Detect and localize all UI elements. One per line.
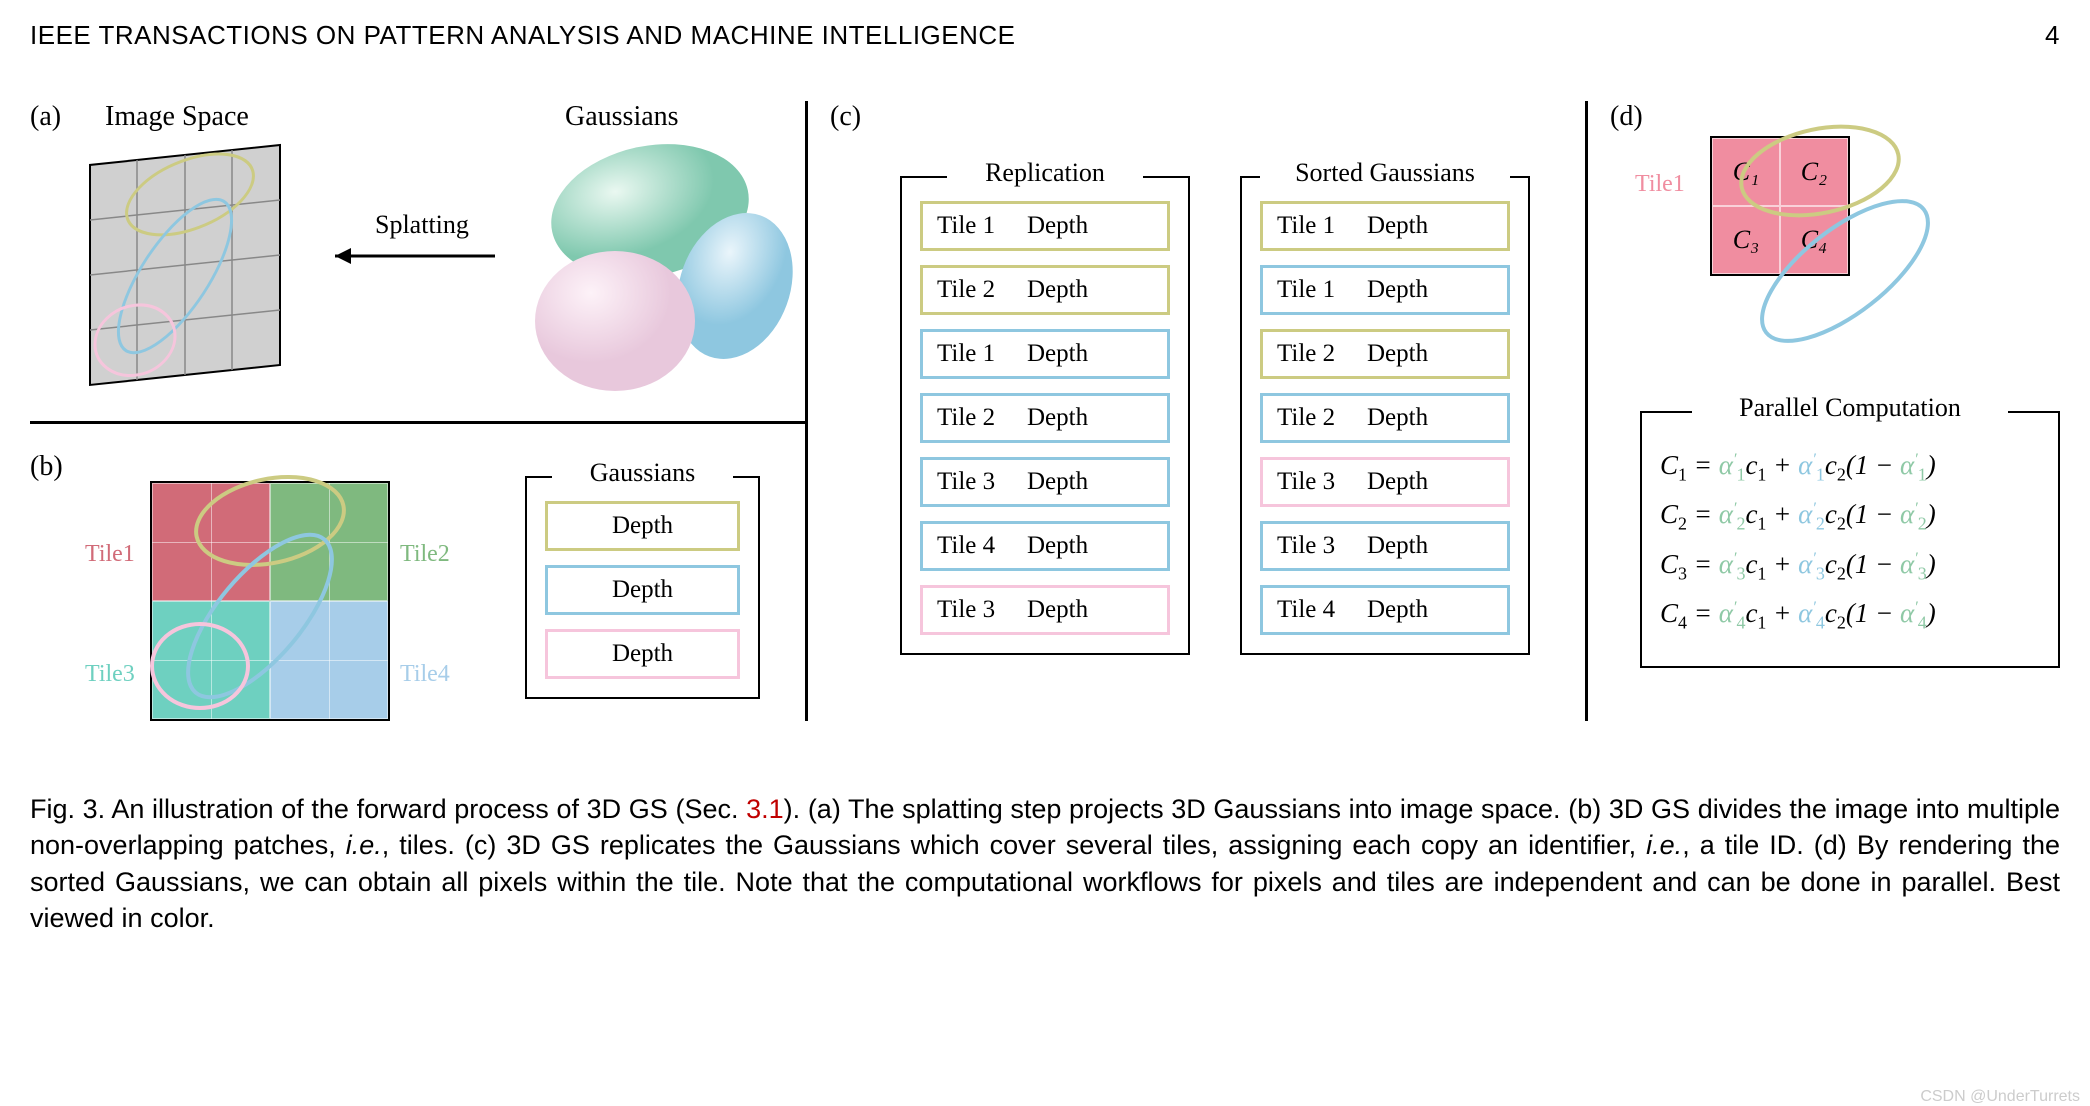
equation: C4 = α′4c1 + α′4c2(1 − α′4) <box>1660 598 2040 633</box>
tile1-label: Tile1 <box>85 541 135 568</box>
tile-depth-row: Tile 3Depth <box>920 457 1170 507</box>
sorted-title: Sorted Gaussians <box>1285 158 1485 188</box>
gaussians-box: Gaussians DepthDepthDepth <box>525 476 760 699</box>
figure-container: (a) (c) (d) (b) Image Space Gaussians Sp… <box>30 81 2060 761</box>
journal-title: IEEE TRANSACTIONS ON PATTERN ANALYSIS AN… <box>30 20 1016 51</box>
panel-a-label: (a) <box>30 101 61 133</box>
splatting-label: Splatting <box>375 211 469 239</box>
tiles-ellipses <box>140 466 410 736</box>
tile-depth-row: Tile 2Depth <box>1260 393 1510 443</box>
tile-depth-row: Tile 3Depth <box>1260 457 1510 507</box>
panel-c-label: (c) <box>830 101 861 133</box>
tile3-label: Tile3 <box>85 661 135 688</box>
page-number: 4 <box>2045 20 2060 51</box>
depth-row: Depth <box>545 565 740 615</box>
divider-vertical-1 <box>805 101 808 721</box>
tile-depth-row: Tile 4Depth <box>920 521 1170 571</box>
watermark: CSDN @UnderTurrets <box>1920 1088 2080 1106</box>
panel-d-label: (d) <box>1610 101 1643 133</box>
section-ref: 3.1 <box>746 794 784 824</box>
equation: C1 = α′1c1 + α′1c2(1 − α′1) <box>1660 450 2040 485</box>
tile-depth-row: Tile 3Depth <box>1260 521 1510 571</box>
tile-depth-row: Tile 2Depth <box>920 265 1170 315</box>
sorted-box: Sorted Gaussians Tile 1DepthTile 1DepthT… <box>1240 176 1530 655</box>
splatting-arrow: Splatting <box>315 211 515 281</box>
gaussians-3d-label: Gaussians <box>565 101 679 133</box>
tile-depth-row: Tile 2Depth <box>1260 329 1510 379</box>
d-tile1-label: Tile1 <box>1635 171 1685 198</box>
figure-caption: Fig. 3. An illustration of the forward p… <box>30 791 2060 937</box>
parallel-title: Parallel Computation <box>1729 393 1971 423</box>
tile-depth-row: Tile 3Depth <box>920 585 1170 635</box>
replication-title: Replication <box>975 158 1115 188</box>
image-space-grid <box>80 136 310 406</box>
panel-b-label: (b) <box>30 451 63 483</box>
tile-depth-row: Tile 1Depth <box>1260 201 1510 251</box>
tile-depth-row: Tile 1Depth <box>920 201 1170 251</box>
divider-vertical-2 <box>1585 101 1588 721</box>
gaussians-3d <box>510 136 800 406</box>
parallel-box: Parallel Computation C1 = α′1c1 + α′1c2(… <box>1640 411 2060 668</box>
replication-box: Replication Tile 1DepthTile 2DepthTile 1… <box>900 176 1190 655</box>
equation: C3 = α′3c1 + α′3c2(1 − α′3) <box>1660 549 2040 584</box>
tile-depth-row: Tile 2Depth <box>920 393 1170 443</box>
gaussians-box-title: Gaussians <box>580 458 705 488</box>
tile-depth-row: Tile 1Depth <box>920 329 1170 379</box>
divider-horizontal <box>30 421 805 424</box>
depth-row: Depth <box>545 629 740 679</box>
tile-depth-row: Tile 4Depth <box>1260 585 1510 635</box>
image-space-label: Image Space <box>105 101 249 133</box>
tile-depth-row: Tile 1Depth <box>1260 265 1510 315</box>
depth-row: Depth <box>545 501 740 551</box>
equation: C2 = α′2c1 + α′2c2(1 − α′2) <box>1660 499 2040 534</box>
d-ellipses <box>1680 106 1980 366</box>
